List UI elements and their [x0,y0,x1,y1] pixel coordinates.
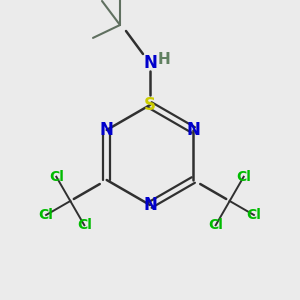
Text: Cl: Cl [208,218,223,232]
Text: Cl: Cl [247,208,261,222]
Text: N: N [143,196,157,214]
Text: Cl: Cl [77,218,92,232]
Text: N: N [143,54,157,72]
Text: S: S [144,96,156,114]
Text: Cl: Cl [49,170,64,184]
Text: Cl: Cl [236,170,251,184]
Text: Cl: Cl [39,208,53,222]
Text: H: H [158,52,170,67]
Text: N: N [186,121,200,139]
Text: N: N [100,121,114,139]
